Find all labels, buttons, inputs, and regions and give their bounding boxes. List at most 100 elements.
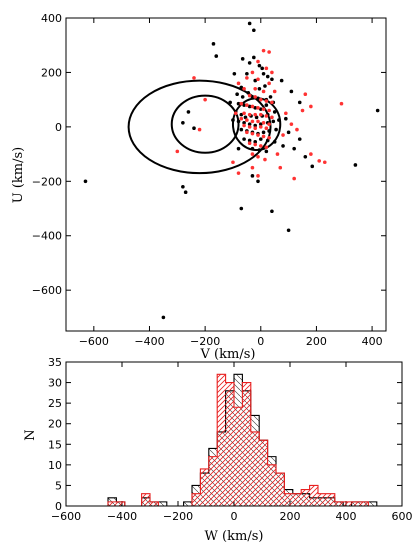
- red-star-point: [256, 133, 260, 137]
- red-star-point: [275, 152, 280, 156]
- red-histogram-bar: [267, 464, 276, 506]
- red-star-point: [250, 152, 255, 156]
- scatter-xtick-label: 0: [257, 335, 264, 348]
- red-star-point: [236, 81, 241, 86]
- red-star-point: [261, 120, 266, 125]
- black-star-point: [253, 140, 258, 144]
- black-star-point: [240, 95, 245, 99]
- velocity-ellipse: [170, 94, 240, 154]
- histogram-ytick-label: 0: [55, 500, 62, 513]
- black-star-point: [257, 63, 262, 68]
- red-histogram-bar: [116, 501, 125, 506]
- black-star-point: [286, 228, 291, 233]
- red-star-point: [242, 111, 246, 116]
- red-star-point: [242, 86, 246, 91]
- black-star-point: [243, 115, 248, 120]
- red-star-point: [192, 76, 196, 80]
- black-star-point: [286, 130, 291, 135]
- red-star-point: [231, 160, 235, 165]
- red-star-point: [261, 107, 266, 111]
- red-histogram-bar: [334, 501, 344, 506]
- scatter-frame: [65, 17, 387, 332]
- black-star-point: [181, 120, 185, 125]
- red-star-point: [261, 134, 266, 139]
- black-star-point: [247, 21, 252, 26]
- red-star-point: [245, 103, 249, 107]
- red-star-point: [339, 101, 344, 106]
- red-star-point: [258, 125, 263, 129]
- black-star-point: [258, 122, 263, 126]
- black-star-point: [247, 104, 252, 109]
- red-star-point: [264, 99, 269, 103]
- black-star-point: [260, 66, 264, 71]
- histogram-frame: [65, 361, 403, 507]
- black-star-point: [235, 92, 239, 97]
- red-star-point: [245, 130, 249, 135]
- black-star-point: [258, 137, 263, 141]
- red-star-point: [263, 157, 267, 162]
- red-star-point: [256, 77, 260, 82]
- red-star-point: [295, 127, 299, 132]
- red-histogram-bar: [208, 456, 218, 506]
- black-star-point: [236, 101, 241, 106]
- red-star-point: [250, 119, 255, 124]
- black-star-point: [264, 149, 269, 154]
- histogram-ytick-label: 20: [48, 418, 62, 431]
- red-star-point: [256, 59, 260, 64]
- black-star-point: [257, 148, 262, 152]
- black-star-point: [277, 118, 281, 122]
- red-star-point: [247, 125, 252, 129]
- red-star-point: [253, 126, 258, 131]
- red-star-point: [203, 97, 207, 102]
- black-star-point: [254, 115, 259, 120]
- red-star-point: [258, 97, 263, 102]
- red-histogram-bar: [108, 501, 117, 506]
- red-star-point: [250, 131, 255, 136]
- red-histogram-bar: [284, 493, 293, 506]
- red-star-point: [300, 108, 305, 113]
- red-star-point: [242, 123, 246, 128]
- black-star-point: [257, 86, 262, 91]
- black-star-point: [310, 164, 315, 169]
- red-star-point: [272, 89, 277, 94]
- black-star-point: [239, 206, 244, 211]
- black-star-point: [236, 119, 241, 124]
- red-histogram-bar: [242, 382, 251, 506]
- red-star-point: [267, 108, 271, 113]
- black-star-point: [253, 106, 258, 110]
- red-star-point: [264, 66, 269, 71]
- red-star-point: [253, 95, 258, 99]
- black-star-point: [279, 78, 284, 83]
- black-star-point: [247, 138, 252, 143]
- red-histogram-bar: [343, 501, 352, 506]
- black-star-point: [263, 84, 267, 88]
- scatter-ytick-label: 0: [55, 121, 62, 134]
- red-star-point: [292, 176, 296, 181]
- black-star-point: [245, 71, 249, 76]
- black-star-point: [239, 112, 244, 117]
- scatter-ytick-label: −600: [32, 284, 62, 297]
- histogram-ytick-label: 35: [48, 356, 62, 369]
- histogram-xtick-label: 200: [280, 510, 301, 523]
- scatter-xtick-label: 200: [306, 335, 327, 348]
- black-star-point: [256, 96, 260, 101]
- black-star-point: [289, 89, 294, 94]
- histogram-ytick-label: 25: [48, 397, 62, 410]
- black-star-point: [242, 103, 246, 107]
- red-histogram-bar: [318, 493, 327, 506]
- scatter-ytick-label: 200: [41, 66, 62, 79]
- black-star-point: [268, 95, 273, 99]
- black-star-point: [256, 179, 260, 184]
- black-star-point: [297, 137, 302, 141]
- black-star-point: [250, 146, 255, 151]
- red-star-point: [197, 127, 202, 132]
- histogram-ytick-label: 30: [48, 377, 62, 390]
- scatter-xlabel: V (km/s): [200, 347, 256, 362]
- black-star-point: [228, 100, 232, 105]
- red-star-point: [250, 165, 255, 170]
- red-star-point: [175, 149, 180, 154]
- black-star-point: [303, 155, 308, 159]
- histogram-ytick-label: 15: [48, 438, 62, 451]
- black-star-point: [242, 120, 246, 125]
- velocity-ellipse: [127, 79, 272, 175]
